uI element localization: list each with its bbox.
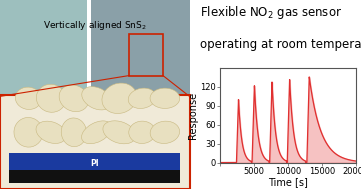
- Bar: [0, 0, 87, 94]
- Ellipse shape: [103, 121, 136, 144]
- Text: operating at room temperature: operating at room temperature: [200, 38, 361, 51]
- Ellipse shape: [129, 121, 156, 143]
- Bar: [9, 170, 180, 183]
- Ellipse shape: [36, 84, 66, 112]
- Bar: [129, 34, 163, 76]
- Ellipse shape: [14, 118, 43, 147]
- Ellipse shape: [150, 121, 180, 143]
- Text: Flexible NO$_2$ gas sensor: Flexible NO$_2$ gas sensor: [200, 4, 343, 21]
- Bar: [91, 0, 190, 94]
- Ellipse shape: [150, 88, 180, 108]
- Ellipse shape: [36, 121, 66, 143]
- Ellipse shape: [82, 87, 112, 110]
- Y-axis label: Response: Response: [187, 92, 197, 139]
- Text: Vertically aligned SnS$_2$: Vertically aligned SnS$_2$: [43, 19, 147, 32]
- Ellipse shape: [16, 87, 42, 109]
- Bar: [0, 95, 190, 189]
- Bar: [9, 153, 180, 172]
- Ellipse shape: [82, 121, 112, 144]
- Ellipse shape: [128, 88, 156, 108]
- Ellipse shape: [102, 83, 137, 114]
- Text: PI: PI: [91, 159, 99, 168]
- Ellipse shape: [61, 118, 87, 147]
- X-axis label: Time [s]: Time [s]: [268, 177, 308, 187]
- Ellipse shape: [59, 85, 89, 112]
